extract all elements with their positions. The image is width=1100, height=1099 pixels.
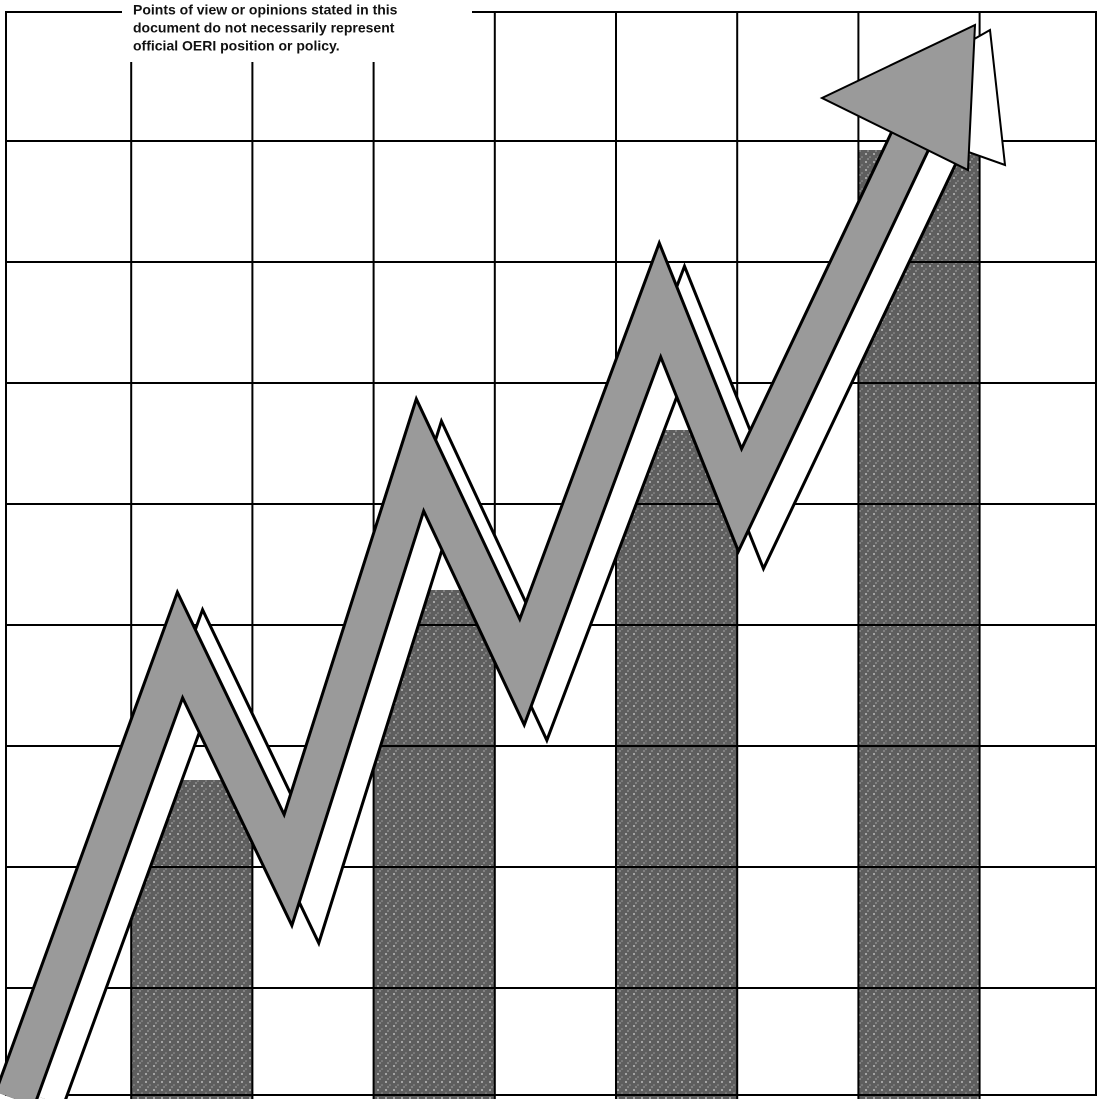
arrow	[0, 23, 1007, 1099]
notice-line: Points of view or opinions stated in thi…	[133, 1, 398, 17]
arrow-body	[0, 111, 938, 1099]
bar	[616, 430, 737, 1099]
notice-line: official OERI position or policy.	[133, 37, 340, 53]
notice-line: document do not necessarily represent	[133, 19, 395, 35]
arrow-head	[819, 23, 977, 172]
frame	[5, 11, 1097, 1096]
notice-box	[122, 0, 472, 62]
